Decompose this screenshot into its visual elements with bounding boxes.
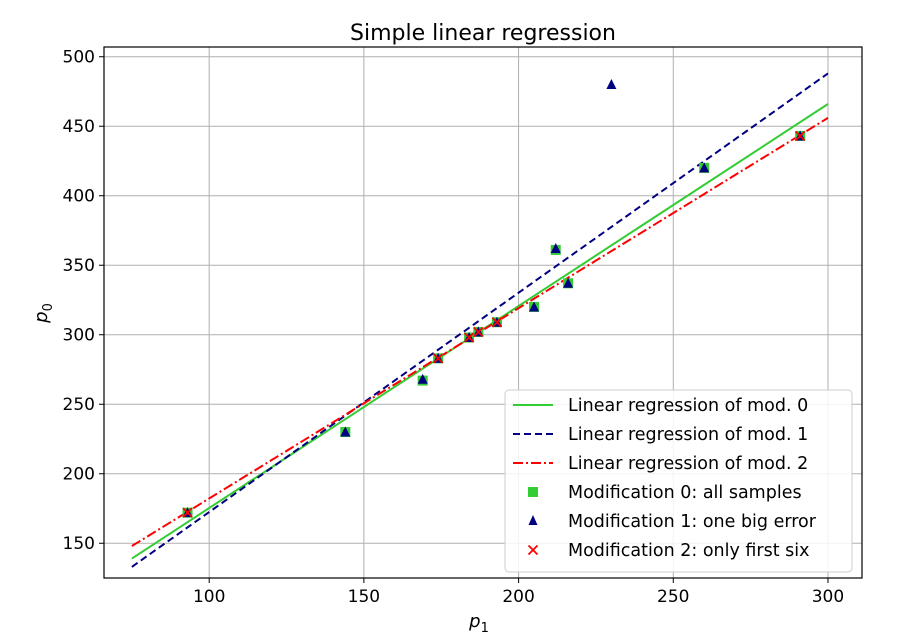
legend: Linear regression of mod. 0 Linear regre… [504, 389, 853, 573]
legend-label-mod2-points: Modification 2: only first six [568, 541, 810, 561]
point-mod2-cross [463, 332, 475, 343]
legend-swatch-mod0-square [528, 487, 538, 497]
y-axis-label: p0 [31, 303, 56, 324]
x-axis-label: p1 [468, 611, 489, 636]
legend-swatch-mod1-triangle [528, 515, 538, 525]
point-mod1-triangle [699, 162, 710, 173]
y-tick-label: 500 [63, 48, 95, 68]
axis-ticks: 100 150 200 250 300 150 200 250 300 350 400 450 500 [63, 48, 845, 607]
y-tick-label: 450 [63, 117, 95, 137]
legend-label-mod0-points: Modification 0: all samples [568, 483, 802, 503]
legend-label-mod2-line: Linear regression of mod. 2 [568, 454, 808, 474]
point-mod1-triangle [417, 373, 428, 384]
x-tick-label: 150 [348, 587, 380, 607]
y-tick-label: 400 [63, 187, 95, 207]
point-mod1-triangle [529, 301, 540, 312]
grid [104, 47, 862, 578]
legend-label-mod0-line: Linear regression of mod. 0 [568, 396, 808, 416]
y-tick-label: 300 [63, 326, 95, 346]
y-tick-label: 150 [63, 534, 95, 554]
x-tick-label: 250 [657, 587, 689, 607]
legend-label-mod1-points: Modification 1: one big error [568, 512, 817, 532]
x-tick-label: 300 [812, 587, 844, 607]
point-mod2-cross [433, 353, 444, 364]
point-mod1-triangle [550, 243, 561, 254]
point-mod1-triangle [563, 277, 574, 288]
point-mod1-triangle [340, 426, 351, 437]
point-mod2-cross [182, 507, 193, 518]
x-tick-label: 100 [193, 587, 225, 607]
legend-label-mod1-line: Linear regression of mod. 1 [568, 425, 808, 445]
data-markers [182, 79, 806, 518]
y-tick-label: 350 [63, 256, 95, 276]
plot-frame [103, 46, 863, 579]
point-mod2-cross [491, 317, 503, 328]
point-mod2-cross [794, 130, 806, 142]
y-tick-label: 200 [63, 465, 95, 485]
legend-swatch-mod2-cross [527, 544, 539, 556]
legend-box [504, 389, 853, 573]
x-tick-label: 200 [502, 587, 534, 607]
y-tick-label: 250 [63, 395, 95, 415]
point-mod1-triangle [606, 79, 617, 90]
point-mod2-cross [473, 326, 484, 338]
chart-title: Simple linear regression [350, 21, 616, 46]
